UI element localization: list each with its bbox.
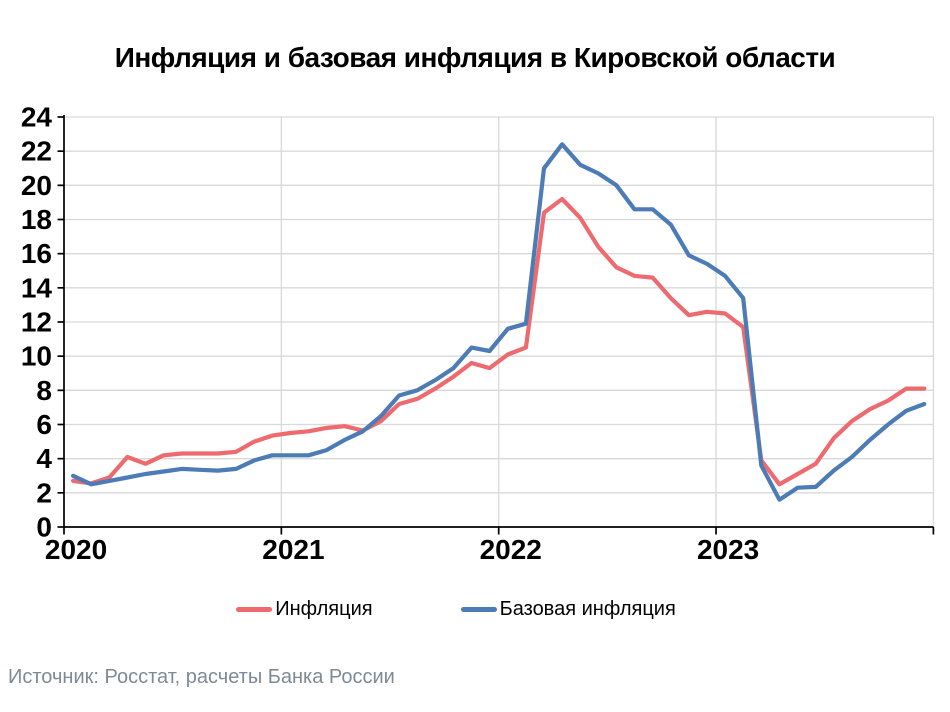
svg-text:2021: 2021 xyxy=(262,534,324,565)
svg-text:4: 4 xyxy=(36,443,52,474)
svg-text:22: 22 xyxy=(21,136,52,167)
svg-text:14: 14 xyxy=(21,272,53,303)
svg-text:2020: 2020 xyxy=(45,534,107,565)
core-inflation-line xyxy=(70,142,927,502)
axes xyxy=(57,115,935,535)
legend: Инфляция Базовая инфляция xyxy=(0,598,950,621)
svg-text:2: 2 xyxy=(36,477,52,508)
core-inflation-line-swatch xyxy=(460,607,497,612)
legend-item-core-inflation: Базовая инфляция xyxy=(460,598,676,621)
svg-text:10: 10 xyxy=(21,341,52,372)
svg-text:16: 16 xyxy=(21,238,52,269)
x-axis-labels: 2020 2021 2022 2023 xyxy=(45,534,759,565)
svg-text:0: 0 xyxy=(36,512,52,543)
inflation-line-swatch xyxy=(236,607,273,612)
svg-text:12: 12 xyxy=(21,307,52,338)
svg-text:18: 18 xyxy=(21,204,52,235)
svg-text:20: 20 xyxy=(21,170,52,201)
legend-item-inflation: Инфляция xyxy=(236,598,373,621)
svg-text:8: 8 xyxy=(36,375,52,406)
source-note: Источник: Росстат, расчеты Банка России xyxy=(8,666,395,688)
svg-text:6: 6 xyxy=(36,409,52,440)
inflation-legend-label: Инфляция xyxy=(275,598,373,620)
svg-text:24: 24 xyxy=(21,102,53,133)
gridlines xyxy=(64,116,935,527)
core-inflation-legend-label: Базовая инфляция xyxy=(499,598,676,620)
svg-text:2022: 2022 xyxy=(480,534,542,565)
chart-title: Инфляция и базовая инфляция в Кировской … xyxy=(114,42,836,73)
svg-text:2023: 2023 xyxy=(697,534,759,565)
inflation-line xyxy=(70,196,927,487)
